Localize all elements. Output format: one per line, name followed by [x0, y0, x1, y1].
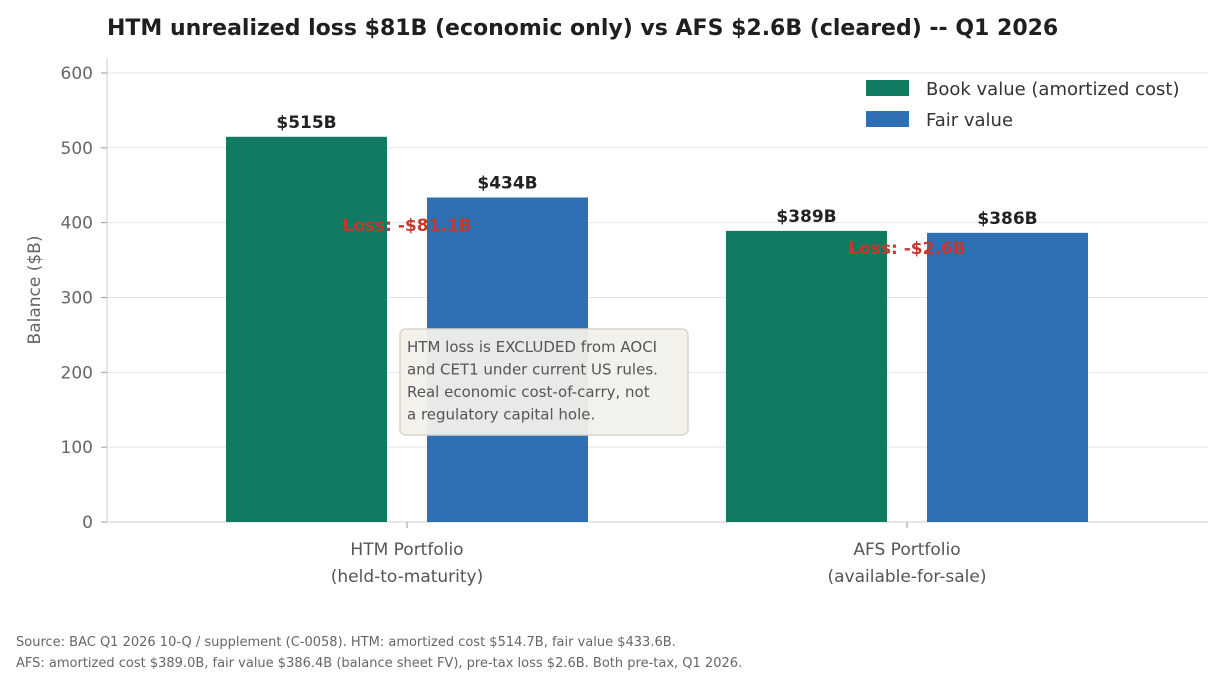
x-category-label: AFS Portfolio: [853, 540, 960, 560]
legend-swatch: [866, 80, 909, 96]
note-line: a regulatory capital hole.: [407, 406, 595, 424]
y-tick-label: 0: [82, 513, 93, 533]
bar-value-label: $386B: [977, 209, 1037, 229]
bar-fair-value: [927, 232, 1088, 522]
x-category-label: (held-to-maturity): [331, 567, 484, 587]
legend-label: Book value (amortized cost): [926, 79, 1180, 100]
source-line: Source: BAC Q1 2026 10-Q / supplement (C…: [16, 635, 676, 650]
y-tick-label: 500: [61, 139, 93, 159]
legend-label: Fair value: [926, 110, 1013, 131]
data-labels: $515B $389B $434B $386B Loss: -$81.1B Loss: -…: [276, 113, 1037, 259]
y-tick-label: 600: [61, 64, 93, 84]
loss-annotation: Loss: -$81.1B: [342, 216, 471, 236]
bar-value-label: $389B: [776, 207, 836, 227]
y-axis-label: Balance ($B): [25, 236, 45, 345]
chart-title: HTM unrealized loss $81B (economic only)…: [107, 16, 1058, 41]
note-line: and CET1 under current US rules.: [407, 361, 658, 379]
y-tick-label: 300: [61, 288, 93, 308]
note-box-background: [399, 328, 689, 436]
y-tick-label: 100: [61, 438, 93, 458]
legend: Book value (amortized cost) Fair value: [866, 79, 1180, 131]
y-tick-label: 200: [61, 363, 93, 383]
bar-value-label: $434B: [477, 173, 537, 193]
bars: [226, 136, 1088, 522]
loss-annotation: Loss: -$2.6B: [848, 239, 965, 259]
legend-swatch: [866, 111, 909, 127]
x-category-label: HTM Portfolio: [350, 540, 463, 560]
bar-book-value: [226, 136, 387, 522]
source-line: AFS: amortized cost $389.0B, fair value …: [16, 656, 742, 671]
y-tick-label: 400: [61, 214, 93, 234]
note-line: Real economic cost-of-carry, not: [407, 383, 650, 401]
note-line: HTM loss is EXCLUDED from AOCI: [407, 338, 657, 356]
bar-value-label: $515B: [276, 113, 336, 133]
bar-book-value: [726, 230, 887, 522]
source-note: Source: BAC Q1 2026 10-Q / supplement (C…: [16, 635, 742, 671]
note-box: HTM loss is EXCLUDED from AOCI and CET1 u…: [399, 328, 689, 436]
x-category-label: (available-for-sale): [827, 567, 986, 587]
